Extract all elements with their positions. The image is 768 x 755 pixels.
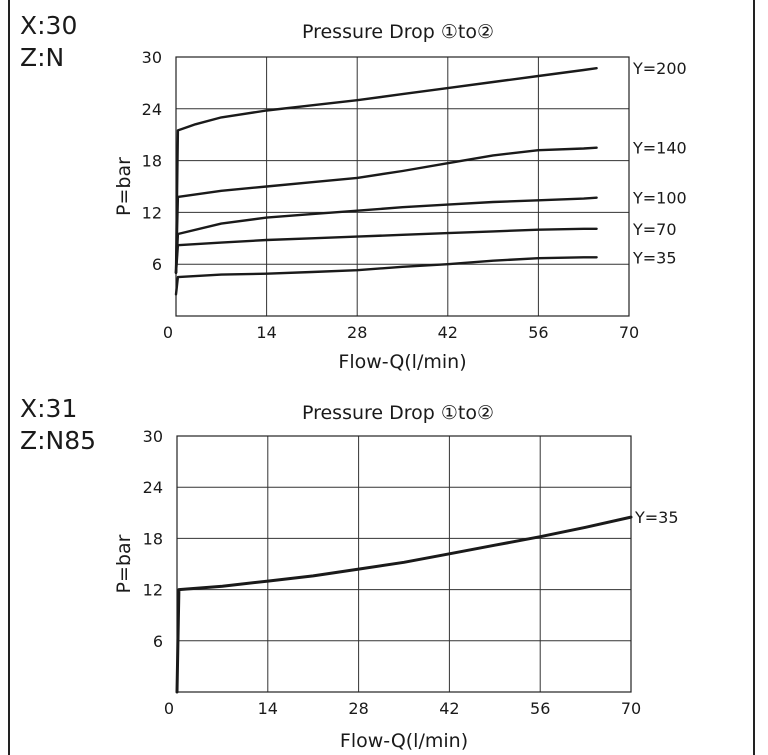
x-tick-label: 70 — [619, 323, 639, 342]
pressure-drop-chart-x30: X:30 Z:N Pressure Drop ①to② 0 14 28 42 56 70 6 12 1… — [20, 11, 687, 373]
series-label: Y=35 — [634, 508, 679, 527]
chart-title: Pressure Drop ①to② — [302, 402, 494, 424]
y-tick-label: 30 — [143, 427, 163, 446]
y-tick-label: 6 — [152, 255, 162, 274]
pressure-drop-chart-x31: X:31 Z:N85 Pressure Drop ①to② 0 14 28 42 56 70 6 1… — [20, 394, 679, 752]
y-tick-label: 12 — [142, 203, 162, 222]
y-tick-label: 12 — [143, 581, 163, 600]
series-label: Y=35 — [632, 248, 677, 267]
x-tick-label: 70 — [621, 699, 641, 718]
y-tick-label: 18 — [142, 152, 162, 171]
x-tick-label: 42 — [439, 699, 459, 718]
x-tick-label: 28 — [348, 699, 368, 718]
x-tick-label: 14 — [256, 323, 276, 342]
corner-label-z: Z:N85 — [20, 426, 96, 455]
x-tick-label: 14 — [258, 699, 278, 718]
y-tick-label: 24 — [142, 100, 162, 119]
series-line-y-35 — [175, 515, 633, 694]
series-label: Y=70 — [632, 220, 677, 239]
x-tick-label: 28 — [347, 323, 367, 342]
left-border-line — [8, 0, 10, 755]
y-axis-label: P=bar — [113, 534, 135, 593]
series-label: Y=200 — [632, 59, 687, 78]
y-axis-label: P=bar — [113, 157, 135, 216]
series-line-y-100 — [174, 196, 598, 274]
series-label: Y=140 — [632, 139, 687, 158]
plot-frame — [176, 435, 632, 693]
x-tick-label: 56 — [528, 323, 548, 342]
series-line-y-140 — [174, 146, 598, 274]
plot-frame — [175, 56, 630, 317]
y-tick-label: 30 — [142, 48, 162, 67]
x-tick-label: 0 — [163, 323, 173, 342]
y-tick-label: 18 — [143, 529, 163, 548]
corner-label-x: X:31 — [20, 394, 77, 423]
x-tick-label: 56 — [530, 699, 550, 718]
x-tick-label: 42 — [438, 323, 458, 342]
corner-label-z: Z:N — [20, 43, 64, 72]
series-line-y-200 — [174, 66, 598, 274]
right-border-line — [753, 0, 755, 755]
series-line-y-70 — [174, 227, 598, 274]
x-axis-label: Flow-Q(l/min) — [340, 730, 468, 752]
x-tick-label: 0 — [164, 699, 174, 718]
chart-title: Pressure Drop ①to② — [302, 21, 494, 43]
x-axis-label: Flow-Q(l/min) — [338, 351, 466, 373]
corner-label-x: X:30 — [20, 11, 77, 40]
y-tick-label: 24 — [143, 478, 163, 497]
series-line-y-35 — [174, 256, 598, 296]
y-tick-label: 6 — [153, 632, 163, 651]
series-label: Y=100 — [632, 189, 687, 208]
